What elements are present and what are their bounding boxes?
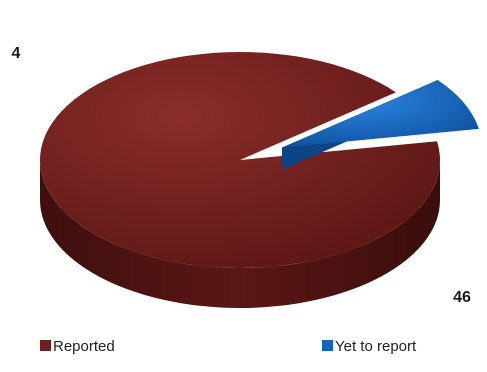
data-label-yet-to-report: 4 (12, 45, 21, 62)
pie-slice-top (281, 80, 479, 148)
legend-label: Yet to report (335, 338, 417, 355)
data-label-reported: 46 (453, 289, 471, 306)
legend-item-yet-to-report: Yet to report (322, 338, 417, 355)
legend-item-reported: Reported (40, 338, 115, 355)
pie-slice-yet-to-report (281, 80, 479, 170)
pie-slice-side (40, 160, 440, 308)
pie-slice-reported (40, 52, 440, 308)
legend-swatch (40, 340, 51, 351)
legend-label: Reported (53, 338, 115, 355)
pie-slice-top (40, 52, 440, 268)
legend-swatch (322, 340, 333, 351)
